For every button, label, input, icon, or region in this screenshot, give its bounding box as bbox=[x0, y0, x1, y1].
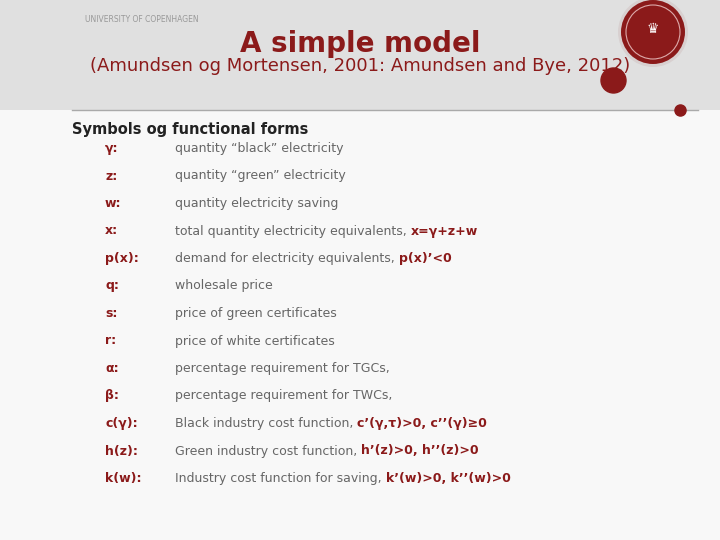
Text: percentage requirement for TGCs,: percentage requirement for TGCs, bbox=[175, 362, 390, 375]
Circle shape bbox=[621, 0, 685, 64]
Bar bbox=[0, 0, 720, 110]
Text: Green industry cost function,: Green industry cost function, bbox=[175, 444, 361, 457]
Text: price of white certificates: price of white certificates bbox=[175, 334, 335, 348]
Text: c’(γ,τ)>0, c’’(γ)≥0: c’(γ,τ)>0, c’’(γ)≥0 bbox=[357, 417, 487, 430]
Text: price of green certificates: price of green certificates bbox=[175, 307, 337, 320]
Text: (Amundsen og Mortensen, 2001: Amundsen and Bye, 2012): (Amundsen og Mortensen, 2001: Amundsen a… bbox=[90, 57, 630, 75]
Text: α:: α: bbox=[105, 362, 119, 375]
Text: quantity “green” electricity: quantity “green” electricity bbox=[175, 170, 346, 183]
Text: w:: w: bbox=[105, 197, 122, 210]
Text: UNIVERSITY OF COPENHAGEN: UNIVERSITY OF COPENHAGEN bbox=[85, 15, 199, 24]
Text: p(x)’<0: p(x)’<0 bbox=[399, 252, 451, 265]
Text: h’(z)>0, h’’(z)>0: h’(z)>0, h’’(z)>0 bbox=[361, 444, 479, 457]
Text: β:: β: bbox=[105, 389, 119, 402]
Text: demand for electricity equivalents,: demand for electricity equivalents, bbox=[175, 252, 399, 265]
Text: percentage requirement for TWCs,: percentage requirement for TWCs, bbox=[175, 389, 392, 402]
Text: γ:: γ: bbox=[105, 142, 119, 155]
Text: x:: x: bbox=[105, 225, 118, 238]
Text: total quantity electricity equivalents,: total quantity electricity equivalents, bbox=[175, 225, 410, 238]
Text: k’(w)>0, k’’(w)>0: k’(w)>0, k’’(w)>0 bbox=[386, 472, 510, 485]
Text: A simple model: A simple model bbox=[240, 30, 480, 58]
Text: wholesale price: wholesale price bbox=[175, 280, 273, 293]
Text: h(z):: h(z): bbox=[105, 444, 138, 457]
Text: r:: r: bbox=[105, 334, 116, 348]
Text: Industry cost function for saving,: Industry cost function for saving, bbox=[175, 472, 386, 485]
Text: z:: z: bbox=[105, 170, 117, 183]
Bar bbox=[0, 110, 720, 540]
Text: s:: s: bbox=[105, 307, 117, 320]
Text: c(γ):: c(γ): bbox=[105, 417, 138, 430]
Text: k(w):: k(w): bbox=[105, 472, 142, 485]
Text: quantity electricity saving: quantity electricity saving bbox=[175, 197, 338, 210]
Text: Black industry cost function,: Black industry cost function, bbox=[175, 417, 357, 430]
Text: x=γ+z+w: x=γ+z+w bbox=[410, 225, 478, 238]
Text: p(x):: p(x): bbox=[105, 252, 139, 265]
Text: Symbols og functional forms: Symbols og functional forms bbox=[72, 122, 308, 137]
Circle shape bbox=[618, 0, 688, 67]
Text: ♛: ♛ bbox=[647, 22, 660, 36]
Text: quantity “black” electricity: quantity “black” electricity bbox=[175, 142, 343, 155]
Text: q:: q: bbox=[105, 280, 119, 293]
